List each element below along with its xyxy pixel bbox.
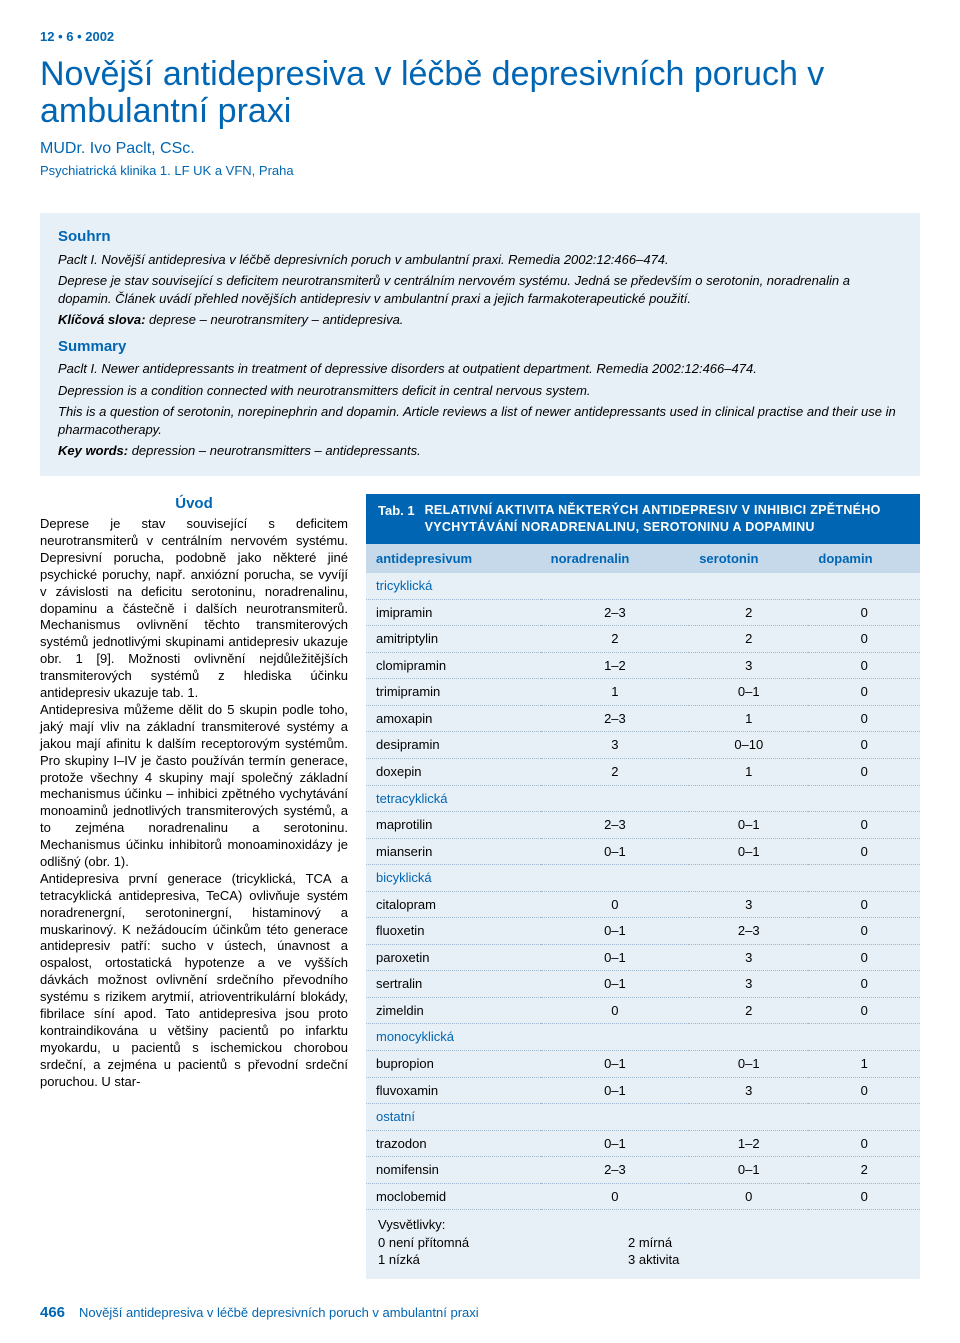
issue-label: 12 • 6 • 2002	[40, 28, 920, 46]
table-row: paroxetin0–130	[366, 944, 920, 971]
table-legend: Vysvětlivky: 0 není přítomná 1 nízká 2 m…	[366, 1210, 920, 1269]
table-row: nomifensin2–30–12	[366, 1157, 920, 1184]
table-row: maprotilin2–30–10	[366, 812, 920, 839]
uvod-body: Deprese je stav související s deficitem …	[40, 516, 348, 1090]
summary-keywords: Key words: depression – neurotransmitter…	[58, 442, 902, 460]
table-row: fluvoxamin0–130	[366, 1077, 920, 1104]
page-footer: 466 Novější antidepresiva v léčbě depres…	[40, 1303, 920, 1323]
table-row: desipramin30–100	[366, 732, 920, 759]
summary-text-1: Depression is a condition connected with…	[58, 382, 902, 400]
table-col-1: noradrenalin	[541, 544, 690, 574]
affiliation: Psychiatrická klinika 1. LF UK a VFN, Pr…	[40, 162, 920, 180]
running-title: Novější antidepresiva v léčbě depresivní…	[79, 1304, 479, 1322]
table-row: ostatní	[366, 1104, 920, 1131]
table-row: bicyklická	[366, 865, 920, 892]
article-title: Novější antidepresiva v léčbě depresivní…	[40, 56, 920, 131]
table-row: mianserin0–10–10	[366, 838, 920, 865]
table-label: Tab. 1	[378, 502, 415, 520]
souhrn-keywords: Klíčová slova: deprese – neurotransmiter…	[58, 311, 902, 329]
table-1: Tab. 1 RELATIVNÍ AKTIVITA NĚKTERÝCH ANTI…	[366, 494, 920, 1279]
summary-citation: Paclt I. Newer antidepressants in treatm…	[58, 360, 902, 378]
table-col-0: antidepresivum	[366, 544, 541, 574]
table-col-3: dopamin	[808, 544, 920, 574]
table-row: bupropion0–10–11	[366, 1051, 920, 1078]
table-row: imipramin2–320	[366, 599, 920, 626]
table-row: sertralin0–130	[366, 971, 920, 998]
table-row: moclobemid000	[366, 1183, 920, 1210]
summary-text-2: This is a question of serotonin, norepin…	[58, 403, 902, 438]
table-row: tetracyklická	[366, 785, 920, 812]
souhrn-citation: Paclt I. Novější antidepresiva v léčbě d…	[58, 251, 902, 269]
table-row: clomipramin1–230	[366, 652, 920, 679]
souhrn-text: Deprese je stav související s deficitem …	[58, 272, 902, 307]
uvod-heading: Úvod	[40, 494, 348, 514]
table-row: tricyklická	[366, 573, 920, 599]
table-row: citalopram030	[366, 891, 920, 918]
table-row: doxepin210	[366, 759, 920, 786]
activity-table: antidepresivumnoradrenalinserotonindopam…	[366, 544, 920, 1211]
table-row: amitriptylin220	[366, 626, 920, 653]
souhrn-heading: Souhrn	[58, 227, 902, 247]
page-number: 466	[40, 1303, 65, 1323]
table-row: zimeldin020	[366, 997, 920, 1024]
abstract-box: Souhrn Paclt I. Novější antidepresiva v …	[40, 213, 920, 475]
table-col-2: serotonin	[689, 544, 808, 574]
author-name: MUDr. Ivo Paclt, CSc.	[40, 138, 920, 160]
table-row: trazodon0–11–20	[366, 1130, 920, 1157]
summary-heading: Summary	[58, 337, 902, 357]
table-row: monocyklická	[366, 1024, 920, 1051]
table-row: trimipramin10–10	[366, 679, 920, 706]
table-row: fluoxetin0–12–30	[366, 918, 920, 945]
table-row: amoxapin2–310	[366, 705, 920, 732]
table-title: RELATIVNÍ AKTIVITA NĚKTERÝCH ANTIDEPRESI…	[425, 502, 908, 536]
